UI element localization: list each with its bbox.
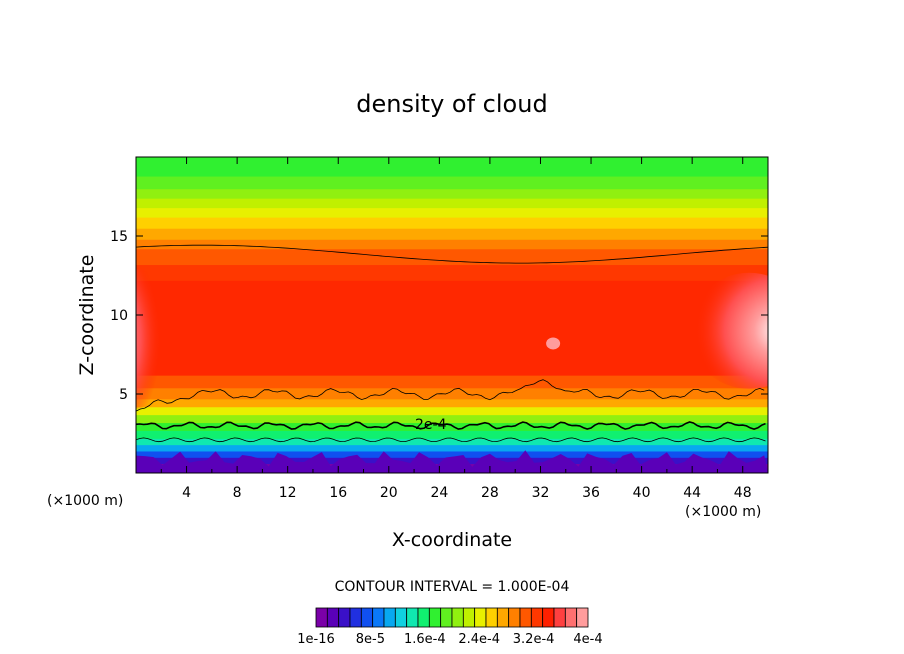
- x-tick-label: 32: [532, 485, 550, 501]
- x-axis-label: X-coordinate: [392, 529, 512, 551]
- colorbar-swatch: [564, 607, 578, 628]
- colorbar-swatch: [338, 607, 351, 628]
- density-band: [136, 387, 768, 400]
- density-band: [136, 444, 768, 452]
- density-band: [136, 406, 768, 416]
- colorbar-tick-label: 1.6e-4: [404, 632, 446, 647]
- density-band: [136, 248, 768, 266]
- x-tick-label: 24: [430, 485, 448, 501]
- x-tick-label: 44: [683, 485, 701, 501]
- chart-title: density of cloud: [356, 90, 547, 118]
- density-band: [136, 398, 768, 408]
- colorbar-swatch: [553, 607, 566, 628]
- colorbar-swatch: [530, 607, 544, 628]
- contour-upper: [136, 379, 765, 412]
- x-tick-label: 36: [582, 485, 600, 501]
- density-maximum-center: [546, 337, 561, 350]
- y-axis-ticks: 5 10 15: [110, 229, 768, 403]
- density-field: [136, 157, 768, 473]
- density-band: [136, 264, 768, 281]
- colorbar-swatch: [417, 607, 430, 628]
- contour-top: [136, 244, 768, 264]
- colorbar-swatch: [360, 607, 374, 628]
- y-tick-label: 15: [110, 229, 128, 245]
- colorbar-swatch: [349, 607, 362, 628]
- colorbar-labels: 1e-16 8e-5 1.6e-4 2.4e-4 3.2e-4 4e-4: [297, 632, 602, 647]
- contour-label: 2e-4: [415, 417, 447, 433]
- colorbar-tick-label: 1e-16: [297, 632, 335, 647]
- colorbar-swatch: [440, 607, 453, 628]
- density-band: [136, 414, 768, 424]
- colorbar-swatch: [383, 607, 396, 628]
- y-tick-label: 5: [119, 387, 128, 403]
- density-band: [136, 157, 768, 177]
- y-axis-label: Z-coordinate: [76, 255, 98, 376]
- colorbar-swatch: [428, 607, 442, 628]
- colorbar-swatch: [462, 607, 476, 628]
- colorbar-swatch: [326, 607, 340, 628]
- colorbar-swatch: [542, 607, 555, 628]
- colorbar-tick-label: 3.2e-4: [513, 632, 555, 647]
- colorbar-swatch: [315, 607, 328, 628]
- density-band: [136, 217, 768, 229]
- density-maximum-left: [136, 268, 178, 409]
- x-unit-left: (×1000 m): [47, 493, 123, 509]
- x-tick-label: 16: [329, 485, 347, 501]
- x-tick-label: 4: [182, 485, 191, 501]
- density-band: [136, 280, 768, 376]
- density-band: [136, 188, 768, 199]
- colorbar-tick-label: 4e-4: [573, 632, 602, 647]
- colorbar-swatch: [485, 607, 498, 628]
- colorbar-swatch: [474, 607, 487, 628]
- contour-lower: [136, 437, 766, 443]
- colorbar-swatch: [451, 607, 464, 628]
- density-band: [136, 438, 768, 446]
- density-ground-layer: [136, 450, 768, 473]
- colorbar-swatch: [406, 607, 419, 628]
- x-tick-label: 20: [380, 485, 398, 501]
- colorbar-swatch: [508, 607, 521, 628]
- contour-interval: CONTOUR INTERVAL = 1.000E-04: [335, 579, 570, 595]
- x-unit-right: (×1000 m): [685, 504, 761, 520]
- density-maxima: [136, 268, 768, 409]
- density-band: [136, 228, 768, 240]
- x-tick-label: 40: [633, 485, 651, 501]
- colorbar-swatch: [394, 607, 408, 628]
- colorbar-swatch: [519, 607, 532, 628]
- density-band: [136, 175, 768, 190]
- colorbar-swatch: [372, 607, 385, 628]
- x-tick-label: 12: [279, 485, 297, 501]
- x-axis-ticks: 4 8 12 16 20 24 28 32 36 40 44 48: [160, 157, 752, 501]
- x-tick-label: 8: [233, 485, 242, 501]
- density-band: [136, 375, 768, 389]
- colorbar-tick-label: 2.4e-4: [458, 632, 500, 647]
- density-band: [136, 198, 768, 209]
- density-band: [136, 450, 768, 458]
- density-band: [136, 422, 768, 431]
- x-tick-label: 48: [734, 485, 752, 501]
- x-tick-label: 28: [481, 485, 499, 501]
- contour-lines: [136, 244, 768, 443]
- colorbar: [315, 607, 589, 628]
- density-maximum-right: [689, 272, 768, 389]
- contour-2e-4: [136, 421, 766, 430]
- density-band: [136, 207, 768, 218]
- colorbar-tick-label: 8e-5: [356, 632, 385, 647]
- density-band: [136, 430, 768, 439]
- y-tick-label: 10: [110, 308, 128, 324]
- colorbar-swatch: [496, 607, 510, 628]
- density-band: [136, 239, 768, 250]
- colorbar-swatch: [576, 607, 589, 628]
